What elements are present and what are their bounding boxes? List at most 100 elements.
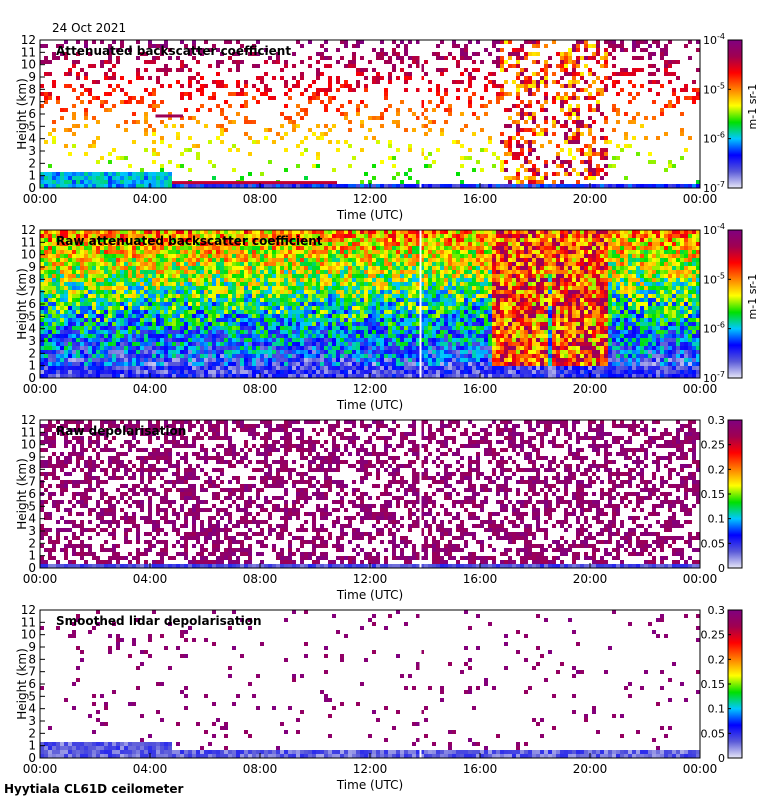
heatmap-cell xyxy=(504,152,508,156)
heatmap-cell xyxy=(176,318,180,322)
heatmap-cell xyxy=(264,136,268,140)
heatmap-cell xyxy=(340,40,344,44)
heatmap-cell xyxy=(92,310,96,314)
heatmap-cell xyxy=(640,84,644,88)
heatmap-cell xyxy=(120,314,124,318)
heatmap-cell xyxy=(224,302,228,306)
heatmap-cell xyxy=(376,250,380,254)
heatmap-cell xyxy=(300,306,304,310)
heatmap-cell xyxy=(348,266,352,270)
heatmap-cell xyxy=(356,262,360,266)
heatmap-cell xyxy=(680,184,684,188)
heatmap-cell xyxy=(324,88,328,92)
heatmap-cell xyxy=(320,56,324,60)
heatmap-cell xyxy=(140,346,144,350)
heatmap-cell xyxy=(372,350,376,354)
heatmap-cell xyxy=(588,156,592,160)
heatmap-cell xyxy=(204,358,208,362)
heatmap-cell xyxy=(348,318,352,322)
heatmap-cell xyxy=(208,314,212,318)
heatmap-cell xyxy=(268,314,272,318)
heatmap-cell xyxy=(196,48,200,52)
heatmap-cell xyxy=(352,358,356,362)
heatmap-cell xyxy=(388,184,392,188)
heatmap-cell xyxy=(44,262,48,266)
heatmap-cell xyxy=(260,306,264,310)
heatmap-cell xyxy=(204,346,208,350)
heatmap-cell xyxy=(420,184,424,188)
heatmap-cell xyxy=(404,184,408,188)
heatmap-cell xyxy=(48,350,52,354)
heatmap-cell xyxy=(232,242,236,246)
heatmap-cell xyxy=(608,164,612,168)
heatmap-cell xyxy=(52,338,56,342)
heatmap-cell xyxy=(320,342,324,346)
heatmap-cell xyxy=(336,298,340,302)
heatmap-cell xyxy=(296,262,300,266)
heatmap-cell xyxy=(160,354,164,358)
heatmap-cell xyxy=(228,120,232,124)
heatmap-cell xyxy=(48,306,52,310)
heatmap-cell xyxy=(260,238,264,242)
heatmap-cell xyxy=(156,254,160,258)
heatmap-cell xyxy=(328,366,332,370)
heatmap-cell xyxy=(88,358,92,362)
heatmap-cell xyxy=(180,338,184,342)
heatmap-cell xyxy=(84,274,88,278)
heatmap-cell xyxy=(564,120,568,124)
heatmap-cell xyxy=(556,164,560,168)
heatmap-cell xyxy=(268,290,272,294)
heatmap-cell xyxy=(220,234,224,238)
heatmap-cell xyxy=(532,180,536,184)
heatmap-cell xyxy=(240,302,244,306)
heatmap-cell xyxy=(220,366,224,370)
heatmap-cell xyxy=(280,250,284,254)
heatmap-cell xyxy=(92,258,96,262)
heatmap-cell xyxy=(172,334,176,338)
heatmap-cell xyxy=(276,266,280,270)
heatmap-cell xyxy=(136,298,140,302)
heatmap-cell xyxy=(276,242,280,246)
heatmap-cell xyxy=(116,358,120,362)
heatmap-cell xyxy=(124,258,128,262)
heatmap-cell xyxy=(104,306,108,310)
heatmap-cell xyxy=(272,250,276,254)
heatmap-cell xyxy=(296,326,300,330)
heatmap-cell xyxy=(164,184,168,188)
heatmap-cell xyxy=(228,262,232,266)
heatmap-cell xyxy=(408,168,412,172)
heatmap-cell xyxy=(624,184,628,188)
heatmap-cell xyxy=(108,68,112,72)
heatmap-cell xyxy=(72,346,76,350)
heatmap-cell xyxy=(136,100,140,104)
heatmap-cell xyxy=(680,112,684,116)
heatmap-cell xyxy=(256,318,260,322)
heatmap-cell xyxy=(612,64,616,68)
heatmap-cell xyxy=(392,176,396,180)
heatmap-cell xyxy=(112,238,116,242)
heatmap-cell xyxy=(160,334,164,338)
heatmap-cell xyxy=(652,40,656,44)
heatmap-cell xyxy=(316,254,320,258)
heatmap-cell xyxy=(164,270,168,274)
heatmap-cell xyxy=(284,258,288,262)
heatmap-cell xyxy=(256,76,260,80)
heatmap-cell xyxy=(44,266,48,270)
heatmap-cell xyxy=(364,274,368,278)
heatmap-cell xyxy=(656,68,660,72)
heatmap-cell xyxy=(232,374,236,378)
heatmap-cell xyxy=(72,180,76,184)
heatmap-cell xyxy=(220,326,224,330)
heatmap-cell xyxy=(308,100,312,104)
heatmap-cell xyxy=(68,254,72,258)
heatmap-cell xyxy=(156,262,160,266)
heatmap-cell xyxy=(304,366,308,370)
heatmap-cell xyxy=(520,112,524,116)
heatmap-cell xyxy=(224,326,228,330)
heatmap-cell xyxy=(136,322,140,326)
heatmap-cell xyxy=(288,306,292,310)
heatmap-cell xyxy=(96,350,100,354)
heatmap-cell xyxy=(76,180,80,184)
heatmap-cell xyxy=(292,84,296,88)
heatmap-cell xyxy=(196,362,200,366)
